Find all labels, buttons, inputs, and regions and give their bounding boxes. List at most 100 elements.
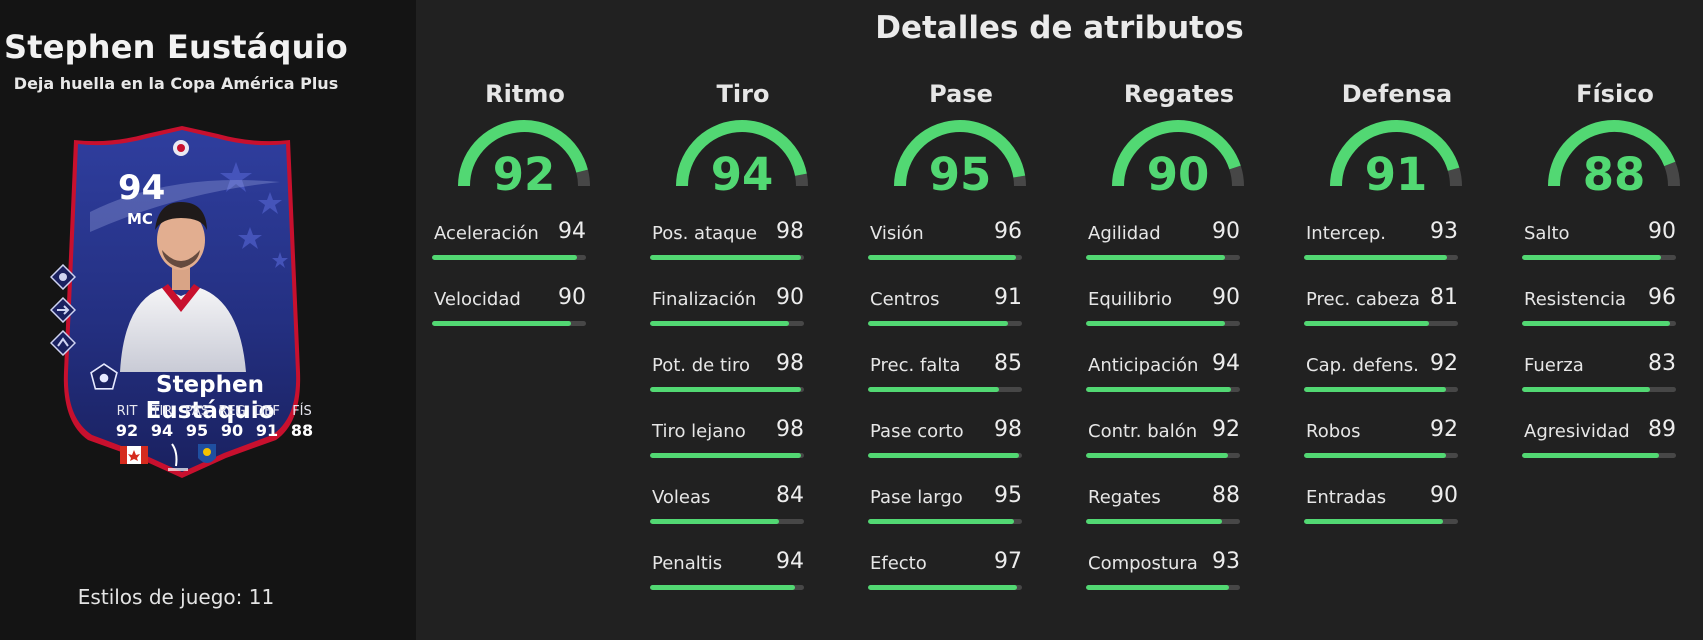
attribute-row: Resistencia 96 <box>1522 285 1676 329</box>
attribute-bar-fill <box>868 453 1019 458</box>
attribute-bar <box>1086 453 1240 458</box>
attribute-row: Pos. ataque 98 <box>650 219 804 263</box>
attribute-bar <box>868 453 1022 458</box>
attribute-bar-fill <box>1522 387 1650 392</box>
player-panel: Stephen Eustáquio Deja huella en la Copa… <box>0 0 416 640</box>
attribute-value: 93 <box>1212 549 1240 574</box>
attribute-bar-fill <box>868 387 999 392</box>
attribute-label: Resistencia <box>1524 289 1626 310</box>
attribute-label: Efecto <box>870 553 927 574</box>
attribute-label: Finalización <box>652 289 757 310</box>
attribute-label: Pase largo <box>870 487 963 508</box>
fc-porto-crest <box>198 444 216 463</box>
attribute-value: 93 <box>1430 219 1458 244</box>
attribute-bar <box>1086 519 1240 524</box>
attribute-bar <box>432 255 586 260</box>
card-stat-label: RIT <box>116 404 138 419</box>
attribute-value: 95 <box>994 483 1022 508</box>
gauge-track <box>1013 175 1026 187</box>
category-gauge <box>1548 120 1680 187</box>
attribute-bar-fill <box>1304 321 1429 326</box>
category-title: Tiro <box>716 80 770 108</box>
attribute-row: Centros 91 <box>868 285 1022 329</box>
gauge-track <box>576 169 590 187</box>
attribute-bar-fill <box>1086 387 1231 392</box>
attribute-bar <box>650 321 804 326</box>
card-stat: DEF 91 <box>250 404 284 440</box>
liga-portugal-logo <box>168 443 188 471</box>
card-stat-value: 94 <box>150 421 174 440</box>
attribute-row: Agresividad 89 <box>1522 417 1676 461</box>
attribute-label: Penaltis <box>652 553 723 574</box>
attribute-row: Velocidad 90 <box>432 285 586 329</box>
card-stat-value: 91 <box>255 421 279 440</box>
card-stat: PAS 95 <box>180 404 214 440</box>
attribute-label: Agilidad <box>1088 223 1161 244</box>
attribute-value: 89 <box>1648 417 1676 442</box>
attribute-bar-fill <box>1086 585 1230 590</box>
attribute-bar <box>1304 387 1458 392</box>
attribute-bar-fill <box>1304 519 1443 524</box>
category-gauge <box>1112 120 1244 187</box>
attribute-value: 90 <box>776 285 804 310</box>
attribute-row: Compostura 93 <box>1086 549 1240 593</box>
attribute-value: 85 <box>994 351 1022 376</box>
attribute-bar-fill <box>1086 321 1225 326</box>
attribute-bar <box>1086 255 1240 260</box>
attribute-row: Robos 92 <box>1304 417 1458 461</box>
attribute-bar-fill <box>1086 453 1228 458</box>
category-rating: 94 <box>710 148 774 201</box>
playstyle-icon <box>50 297 76 323</box>
attribute-label: Contr. balón <box>1088 421 1198 442</box>
gauge-fill <box>458 120 588 187</box>
attribute-label: Prec. falta <box>870 355 961 376</box>
attribute-bar-fill <box>432 321 571 326</box>
card-player-name: Stephen Eustáquio <box>145 372 275 424</box>
attribute-row: Prec. cabeza 81 <box>1304 285 1458 329</box>
attribute-row: Prec. falta 85 <box>868 351 1022 395</box>
gauge-fill <box>894 120 1026 187</box>
attribute-value: 97 <box>994 549 1022 574</box>
attribute-label: Pase corto <box>870 421 964 442</box>
category-rating: 95 <box>928 148 992 201</box>
attribute-bar <box>868 321 1022 326</box>
attribute-value: 81 <box>1430 285 1458 310</box>
attribute-value: 96 <box>994 219 1022 244</box>
category-title: Ritmo <box>485 80 565 108</box>
attribute-row: Pot. de tiro 98 <box>650 351 804 395</box>
card-stat-value: 95 <box>185 421 209 440</box>
card-stat-label: REG <box>218 404 246 419</box>
attribute-label: Intercep. <box>1306 223 1386 244</box>
player-name: Stephen Eustáquio <box>4 28 348 66</box>
attribute-label: Pos. ataque <box>652 223 758 244</box>
attribute-label: Centros <box>870 289 940 310</box>
gauge-fill <box>1548 120 1676 187</box>
attribute-row: Regates 88 <box>1086 483 1240 527</box>
category-title: Pase <box>929 80 993 108</box>
card-artwork <box>63 126 301 478</box>
playstyles-count[interactable]: Estilos de juego: 11 <box>77 585 275 609</box>
attribute-label: Aceleración <box>434 223 539 244</box>
gauge-track <box>1447 167 1463 187</box>
attribute-bar <box>1086 321 1240 326</box>
attribute-value: 94 <box>776 549 804 574</box>
attribute-bar <box>1086 387 1240 392</box>
attribute-label: Pot. de tiro <box>652 355 751 376</box>
attribute-bar-fill <box>868 519 1015 524</box>
attribute-bar-fill <box>432 255 577 260</box>
attribute-row: Aceleración 94 <box>432 219 586 263</box>
card-stat-value: 90 <box>220 421 244 440</box>
attribute-bar-fill <box>650 255 801 260</box>
attribute-label: Visión <box>870 223 924 244</box>
attribute-label: Fuerza <box>1524 355 1584 376</box>
attribute-value: 96 <box>1648 285 1676 310</box>
attribute-bar <box>1522 453 1676 458</box>
attribute-bar <box>432 321 586 326</box>
attribute-bar <box>1086 585 1240 590</box>
attribute-value: 94 <box>558 219 586 244</box>
attribute-row: Pase largo 95 <box>868 483 1022 527</box>
attribute-row: Equilibrio 90 <box>1086 285 1240 329</box>
attribute-label: Velocidad <box>434 289 521 310</box>
category-rating: 90 <box>1146 148 1210 201</box>
attribute-label: Anticipación <box>1088 355 1199 376</box>
